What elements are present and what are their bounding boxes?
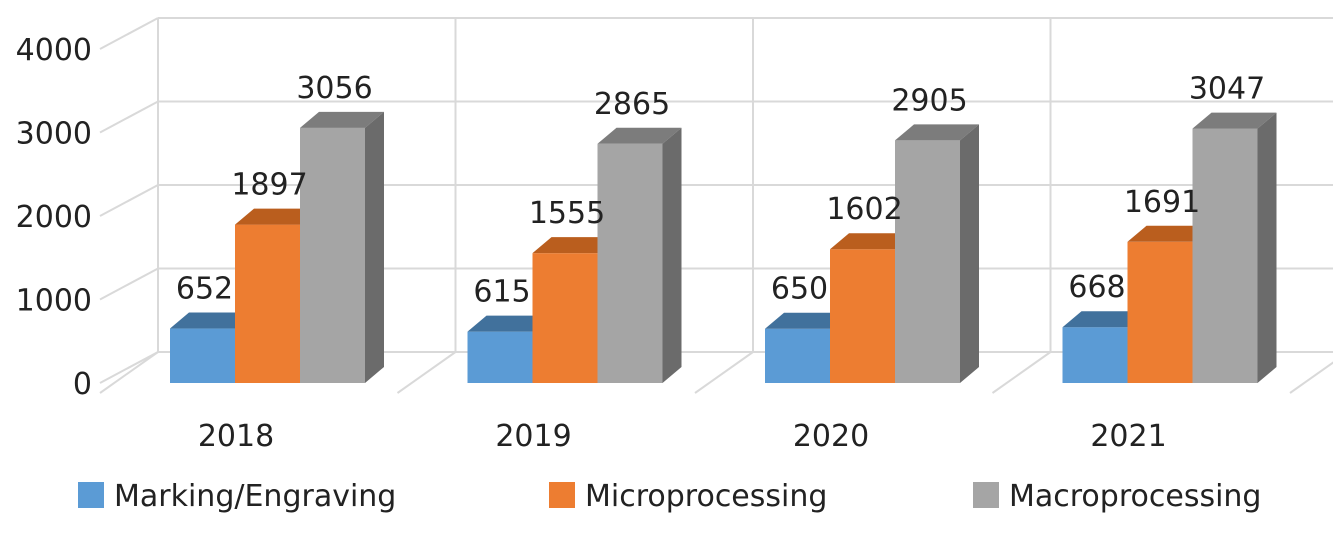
bar-front — [895, 140, 960, 383]
bar-top — [170, 312, 254, 329]
bar-macroprocessing-2020 — [895, 124, 979, 384]
floor-line — [991, 351, 1052, 394]
bar-front — [467, 331, 533, 383]
legend-item: Microprocessing — [549, 479, 827, 514]
data-label: 1691 — [1124, 185, 1200, 220]
gridline-side — [99, 17, 159, 50]
x-axis: 2018 2019 2020 2021 — [198, 419, 1167, 454]
bar-macroprocessing-2018 — [300, 111, 384, 383]
gridline-side — [99, 267, 159, 301]
bar-top — [467, 315, 552, 332]
bar-front — [532, 253, 598, 383]
legend-item: Marking/Engraving — [78, 479, 396, 514]
x-tick-label: 2020 — [793, 419, 869, 454]
y-tick-label: 1000 — [16, 284, 92, 319]
bar-top — [1062, 311, 1147, 328]
legend-label: Marking/Engraving — [114, 479, 396, 514]
x-tick-label: 2021 — [1090, 419, 1166, 454]
bar-macroprocessing-2021 — [1192, 112, 1277, 383]
bar-top — [597, 127, 682, 144]
bar-top — [765, 312, 849, 329]
legend-swatch — [78, 482, 104, 508]
data-label: 1897 — [231, 168, 307, 203]
legend-swatch — [549, 482, 575, 508]
bar-front — [1062, 327, 1128, 383]
bar-top — [532, 237, 617, 254]
bar-top — [235, 208, 319, 225]
bar-macroprocessing-2019 — [597, 127, 682, 384]
y-tick-label: 4000 — [16, 33, 92, 68]
bar-front — [830, 249, 895, 383]
gridline-side — [99, 184, 159, 217]
data-label: 615 — [473, 275, 530, 310]
legend-swatch — [973, 482, 999, 508]
bar-top — [1192, 112, 1277, 129]
bar-front — [1127, 241, 1193, 383]
data-label: 668 — [1068, 270, 1125, 305]
bar-side — [960, 124, 979, 384]
x-tick-label: 2018 — [198, 419, 274, 454]
data-label: 1602 — [826, 192, 902, 227]
bar-front — [1192, 128, 1258, 383]
legend-label: Macroprocessing — [1009, 479, 1261, 514]
legend-label: Microprocessing — [585, 479, 827, 514]
bar-top — [300, 111, 384, 128]
data-label: 650 — [771, 272, 828, 307]
bar-front — [597, 143, 663, 383]
data-label: 652 — [176, 272, 233, 307]
legend: Marking/Engraving Microprocessing Macropro… — [78, 479, 1261, 514]
bars — [170, 111, 1277, 384]
floor-line — [99, 351, 159, 394]
x-tick-label: 2019 — [495, 419, 571, 454]
gridline-side — [99, 351, 159, 384]
data-labels: 652 1897 3056 615 1555 2865 650 1602 2905 668 1691… — [176, 71, 1265, 310]
bar-front — [765, 328, 830, 383]
bar-side — [365, 111, 384, 383]
floor-line — [396, 351, 457, 394]
bar-front — [235, 224, 300, 383]
bar-top — [830, 233, 914, 250]
bar-side — [662, 127, 682, 384]
bar-top — [895, 124, 979, 141]
legend-item: Macroprocessing — [973, 479, 1261, 514]
data-label: 3047 — [1189, 72, 1265, 107]
floor-line — [1289, 361, 1333, 394]
y-tick-label: 3000 — [16, 117, 92, 152]
data-label: 1555 — [529, 196, 605, 231]
y-tick-label: 0 — [73, 367, 92, 402]
y-axis: 0 1000 2000 3000 4000 — [16, 33, 92, 402]
bar-front — [300, 127, 365, 383]
bar-side — [1257, 112, 1277, 383]
data-label: 3056 — [296, 71, 372, 106]
data-label: 2905 — [891, 83, 967, 118]
floor-line — [694, 351, 754, 394]
bar-front — [170, 328, 235, 383]
y-tick-label: 2000 — [16, 200, 92, 235]
bar-top — [1127, 225, 1212, 242]
data-label: 2865 — [594, 87, 670, 122]
gridline-side — [99, 100, 159, 134]
